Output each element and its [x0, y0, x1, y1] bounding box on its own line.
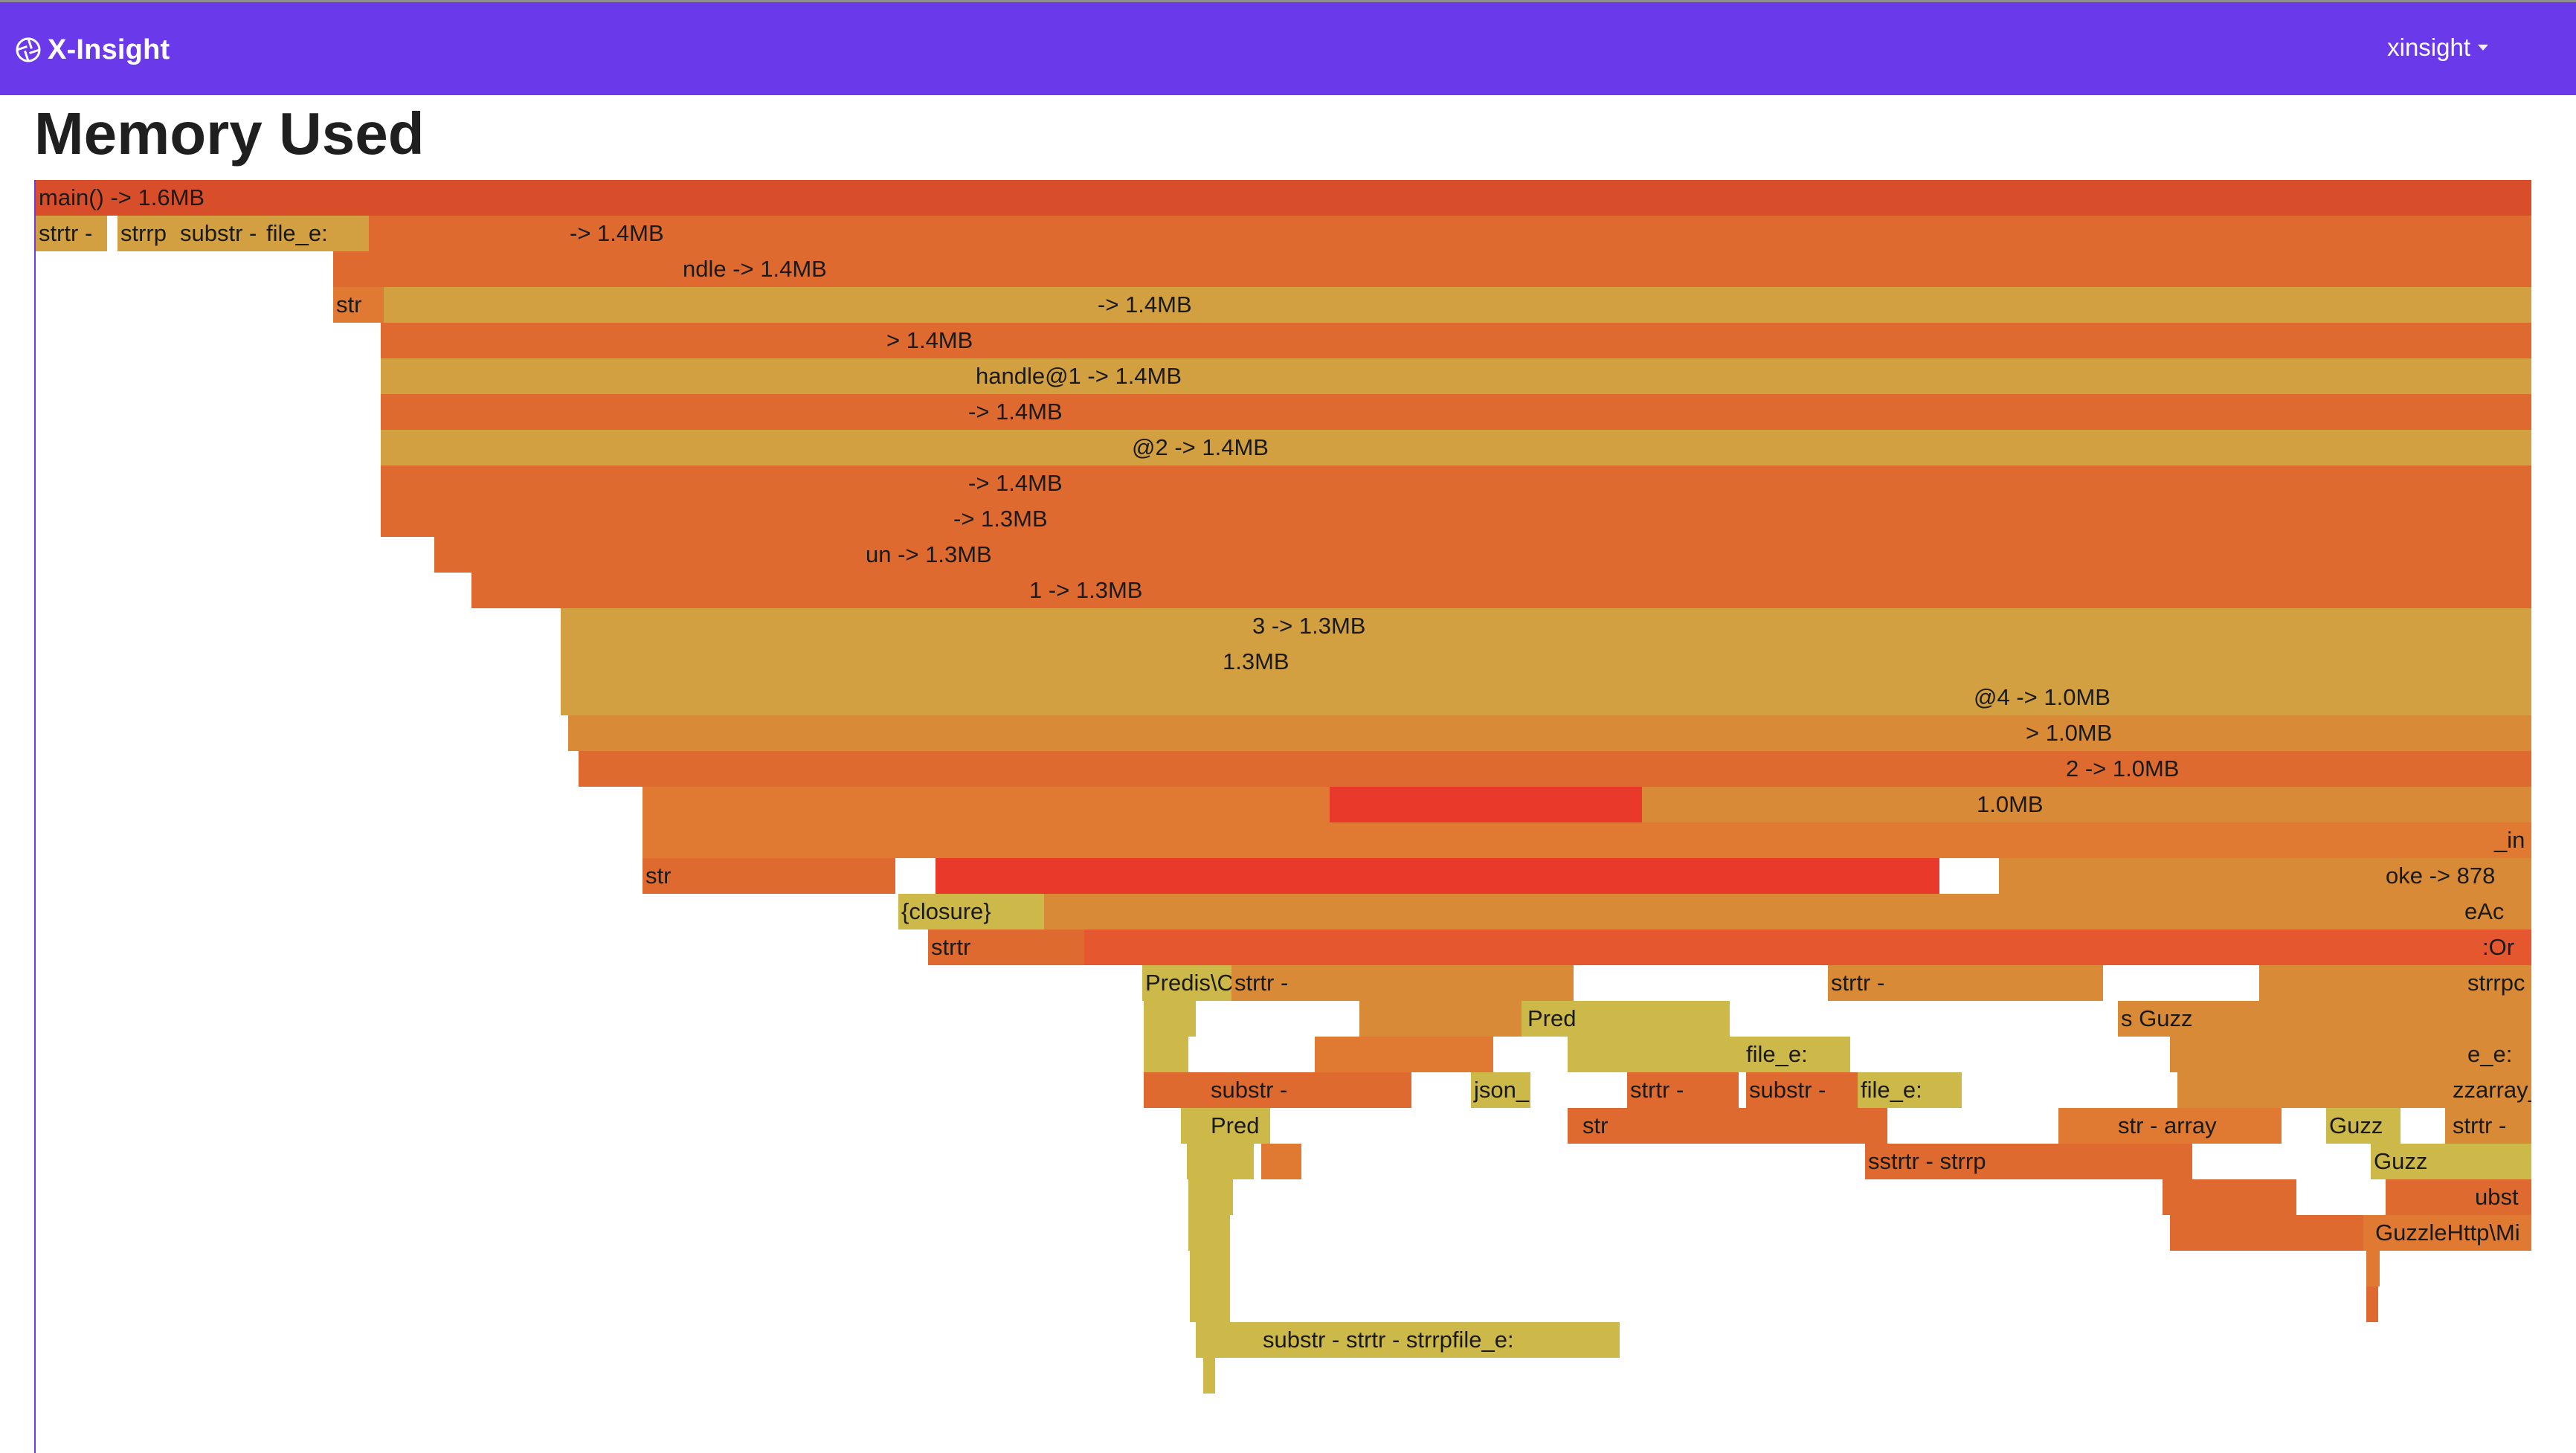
flamegraph-frame[interactable]: :Or: [1084, 930, 2531, 965]
flamegraph-frame[interactable]: Guzz: [2326, 1108, 2400, 1144]
top-navbar: X-Insight xinsight: [0, 0, 2576, 95]
flamegraph-frame[interactable]: [2163, 1179, 2296, 1215]
flamegraph-frame[interactable]: file_e:: [1568, 1037, 1850, 1072]
flamegraph-frame[interactable]: -> 1.4MB: [369, 216, 2531, 251]
flamegraph-frame[interactable]: [1203, 1358, 1215, 1394]
flamegraph-frame[interactable]: [1261, 1144, 1301, 1179]
flamegraph-frame[interactable]: Predis\C: [1142, 965, 1231, 1001]
flamegraph-frame[interactable]: str: [643, 858, 895, 894]
flamegraph-frame[interactable]: [1187, 1144, 1254, 1179]
flamegraph-frame[interactable]: zzarray_: [2177, 1072, 2531, 1108]
flamegraph-frame[interactable]: Pred: [1181, 1108, 1270, 1144]
flamegraph-frame[interactable]: GuzzleHttp\Mi: [2363, 1215, 2531, 1251]
flamegraph-frame[interactable]: substr -: [1746, 1072, 1858, 1108]
brand-name: X-Insight: [48, 33, 170, 65]
flamegraph-frame[interactable]: [2170, 1215, 2371, 1251]
user-menu-label: xinsight: [2387, 33, 2470, 61]
flamegraph-frame[interactable]: [1144, 1037, 1188, 1072]
flamegraph-frame[interactable]: substr -: [177, 216, 263, 251]
flamegraph-frame[interactable]: [1188, 1215, 1230, 1251]
flamegraph-frame[interactable]: strrpc: [2259, 965, 2531, 1001]
flamegraph-frame[interactable]: @4 -> 1.0MB: [561, 680, 2531, 715]
flamegraph-frame[interactable]: [1144, 1001, 1196, 1037]
flamegraph-frame[interactable]: 2 -> 1.0MB: [579, 751, 2531, 787]
flamegraph-container[interactable]: main() -> 1.6MB strtr - strrp substr - f…: [34, 180, 2531, 1453]
flamegraph-frame[interactable]: main() -> 1.6MB: [36, 180, 2531, 216]
flamegraph-frame[interactable]: s Guzz: [2118, 1001, 2531, 1037]
flamegraph-frame[interactable]: [2366, 1286, 2378, 1322]
flamegraph-frame[interactable]: [936, 858, 1939, 894]
flamegraph-frame[interactable]: handle@1 -> 1.4MB: [381, 358, 2531, 394]
flamegraph-frame[interactable]: [1359, 1001, 1523, 1037]
flamegraph-frame[interactable]: -> 1.3MB: [381, 501, 2531, 537]
chevron-down-icon: [2478, 45, 2488, 51]
flamegraph-frame[interactable]: [1315, 1037, 1493, 1072]
user-menu-dropdown[interactable]: xinsight: [2387, 33, 2488, 62]
aperture-icon: [16, 37, 41, 62]
flamegraph-frame[interactable]: [2366, 1251, 2380, 1286]
flamegraph-frame[interactable]: -> 1.4MB: [381, 394, 2531, 430]
flamegraph-frame[interactable]: str: [1568, 1108, 1887, 1144]
flamegraph-frame[interactable]: substr - strtr - strrpfile_e:: [1196, 1322, 1620, 1358]
flamegraph-frame[interactable]: [1330, 787, 1687, 822]
flamegraph-frame[interactable]: [643, 787, 1386, 822]
flamegraph-frame[interactable]: oke -> 878: [1999, 858, 2531, 894]
flamegraph-frame[interactable]: ndle -> 1.4MB: [333, 251, 2531, 287]
flamegraph-frame[interactable]: strtr: [928, 930, 1084, 965]
flamegraph-frame[interactable]: substr -: [1144, 1072, 1411, 1108]
flamegraph-frame[interactable]: [1190, 1286, 1230, 1322]
flamegraph-frame[interactable]: _in: [643, 822, 2531, 858]
page-title: Memory Used: [34, 100, 425, 167]
flamegraph-frame[interactable]: e_e:: [2170, 1037, 2531, 1072]
flamegraph-frame[interactable]: > 1.0MB: [568, 715, 2531, 751]
flamegraph-frame[interactable]: ubst: [2386, 1179, 2531, 1215]
flamegraph-frame[interactable]: strtr -: [2445, 1108, 2531, 1144]
flamegraph-frame[interactable]: un -> 1.3MB: [434, 537, 2531, 573]
flamegraph-frame[interactable]: 1.3MB: [561, 644, 2531, 680]
flamegraph-frame[interactable]: sstrtr - strrp: [1865, 1144, 2192, 1179]
flamegraph-frame[interactable]: Guzz: [2371, 1144, 2531, 1179]
flamegraph-frame[interactable]: str - array: [2058, 1108, 2282, 1144]
flamegraph-frame[interactable]: strrp: [117, 216, 177, 251]
flamegraph-frame[interactable]: strtr -: [1828, 965, 2103, 1001]
flamegraph-frame[interactable]: [1188, 1179, 1233, 1215]
flamegraph-frame[interactable]: > 1.4MB: [381, 323, 2531, 358]
flamegraph-frame[interactable]: str: [333, 287, 384, 323]
flamegraph-frame[interactable]: file_e:: [263, 216, 369, 251]
flamegraph-frame[interactable]: strtr -: [1231, 965, 1574, 1001]
flamegraph-frame[interactable]: [1190, 1251, 1230, 1286]
flamegraph-frame[interactable]: 3 -> 1.3MB: [561, 608, 2531, 644]
flamegraph-frame[interactable]: Pred: [1522, 1001, 1730, 1037]
flamegraph-frame[interactable]: strtr -: [36, 216, 107, 251]
flamegraph-frame[interactable]: json_: [1471, 1072, 1530, 1108]
flamegraph-frame[interactable]: eAc: [1044, 894, 2531, 930]
flamegraph-frame[interactable]: -> 1.4MB: [384, 287, 2531, 323]
flamegraph-frame[interactable]: @2 -> 1.4MB: [381, 430, 2531, 465]
brand-link[interactable]: X-Insight: [15, 29, 170, 71]
flamegraph-frame[interactable]: -> 1.4MB: [381, 465, 2531, 501]
flamegraph-frame[interactable]: 1.0MB: [1642, 787, 2531, 822]
flamegraph-frame[interactable]: file_e:: [1858, 1072, 1962, 1108]
flamegraph-frame[interactable]: {closure}: [898, 894, 1044, 930]
flamegraph-frame[interactable]: strtr -: [1627, 1072, 1739, 1108]
flamegraph-frame[interactable]: 1 -> 1.3MB: [471, 573, 2531, 608]
